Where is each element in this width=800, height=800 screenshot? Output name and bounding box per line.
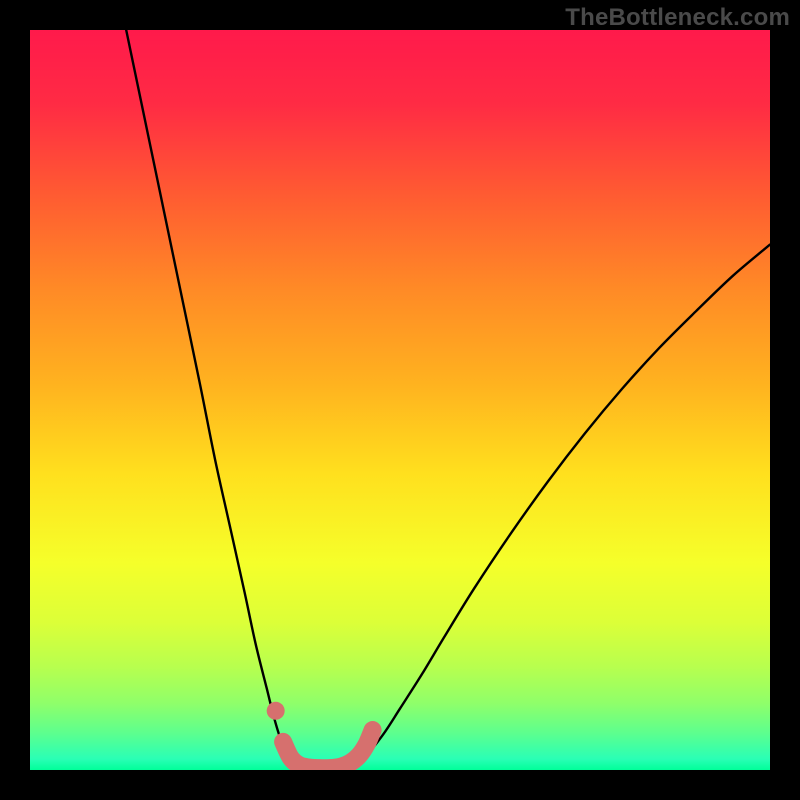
valley-highlight-stroke <box>283 730 373 768</box>
chart-svg <box>0 0 800 800</box>
bottleneck-curve <box>126 30 770 769</box>
chart-frame: TheBottleneck.com <box>0 0 800 800</box>
watermark-text: TheBottleneck.com <box>565 4 790 32</box>
valley-highlight-dot <box>267 702 285 720</box>
